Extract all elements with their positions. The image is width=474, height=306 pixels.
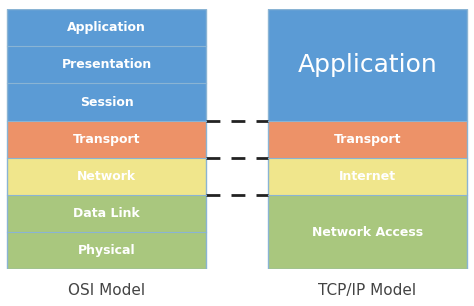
Text: Application: Application	[298, 53, 437, 77]
Bar	[268, 9, 467, 269]
Text: Application: Application	[67, 21, 146, 34]
Bar	[268, 158, 467, 195]
Text: Network: Network	[77, 170, 136, 183]
Text: OSI Model: OSI Model	[68, 283, 145, 298]
Text: Presentation: Presentation	[62, 58, 152, 71]
Bar	[268, 9, 467, 121]
Text: Transport: Transport	[73, 133, 140, 146]
Bar	[268, 121, 467, 158]
Bar	[7, 195, 206, 232]
Text: TCP/IP Model: TCP/IP Model	[318, 283, 417, 298]
Bar	[7, 121, 206, 158]
Bar	[7, 46, 206, 84]
Text: Physical: Physical	[78, 244, 136, 257]
Bar	[268, 195, 467, 269]
Text: Internet: Internet	[339, 170, 396, 183]
Text: Data Link: Data Link	[73, 207, 140, 220]
Bar	[7, 158, 206, 195]
Bar	[7, 84, 206, 121]
Bar	[7, 9, 206, 269]
Text: Transport: Transport	[334, 133, 401, 146]
Text: Session: Session	[80, 95, 134, 109]
Bar	[7, 9, 206, 46]
Bar	[7, 232, 206, 269]
Text: Network Access: Network Access	[312, 226, 423, 239]
